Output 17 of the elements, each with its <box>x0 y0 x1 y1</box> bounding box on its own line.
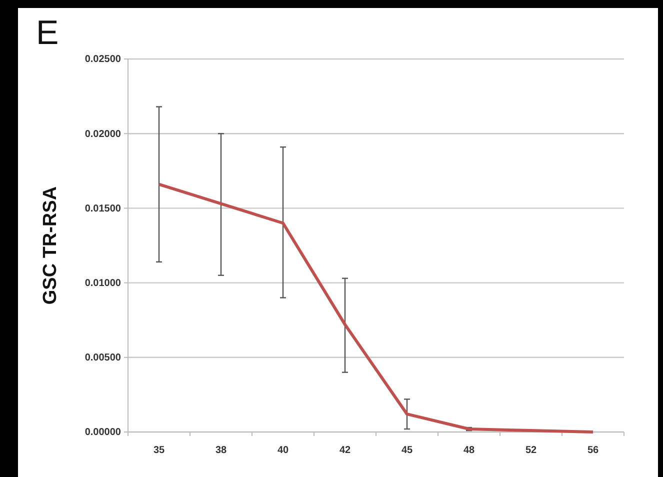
x-tick-label: 52 <box>525 445 537 456</box>
y-tick-label: 0.01000 <box>84 278 122 289</box>
chart-title: E <box>36 14 59 52</box>
x-tick-label: 48 <box>463 445 475 456</box>
x-tick-label: 35 <box>153 445 165 456</box>
x-tick-label: 45 <box>401 445 413 456</box>
x-tick-label: 42 <box>339 445 351 456</box>
y-tick-label: 0.00000 <box>84 427 122 438</box>
y-tick-label: 0.02500 <box>84 54 122 66</box>
x-tick-label: 56 <box>587 445 599 456</box>
y-axis-title: GSC TR-RSA <box>40 186 61 305</box>
line-series <box>158 182 594 434</box>
y-tick-label: 0.02000 <box>84 128 122 140</box>
y-tick-label: 0.00500 <box>84 352 122 364</box>
x-tick-label: 40 <box>277 445 289 456</box>
x-tick-label: 38 <box>215 445 227 456</box>
y-tick-label: 0.01500 <box>84 203 122 214</box>
